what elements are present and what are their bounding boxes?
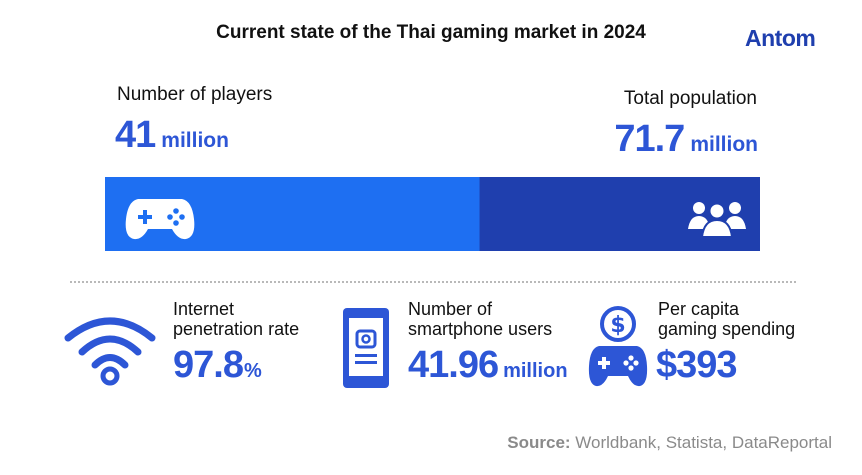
gamepad-icon (125, 199, 195, 240)
people-group-icon (688, 202, 746, 238)
brand-logo: Antom (745, 25, 816, 51)
section-divider (70, 281, 796, 283)
smartphone-label-line1: Number of (408, 299, 493, 319)
internet-number: 97.8 (173, 344, 244, 386)
smartphone-number: 41.96 (408, 344, 499, 386)
population-unit: million (690, 133, 758, 156)
smartphone-label-line2: smartphone users (408, 319, 553, 339)
population-number: 71.7 (614, 118, 685, 160)
players-value: 41 million (115, 114, 229, 157)
spending-number: $393 (656, 344, 738, 386)
internet-label-line2: penetration rate (173, 319, 300, 339)
spending-label-line2: gaming spending (658, 319, 796, 339)
smartphone-unit: million (503, 360, 568, 382)
population-label: Total population (623, 88, 757, 109)
internet-value: 97.8% (173, 344, 262, 387)
source-label: Source: (507, 433, 571, 452)
smartphone-icon (343, 308, 389, 388)
spending-label: Per capita gaming spending (658, 299, 795, 339)
smartphone-label: Number of smartphone users (408, 299, 552, 339)
population-value: 71.7 million (0, 118, 758, 161)
smartphone-value: 41.96 million (408, 344, 568, 387)
source-note: Source: Worldbank, Statista, DataReporta… (0, 433, 832, 453)
spending-value: $393 (656, 344, 738, 387)
wifi-icon (64, 317, 156, 386)
svg-text:$: $ (610, 313, 625, 338)
internet-label: Internet penetration rate (173, 299, 299, 339)
internet-label-line1: Internet (173, 299, 235, 319)
source-text: Worldbank, Statista, DataReportal (575, 433, 832, 452)
spending-label-line1: Per capita (658, 299, 740, 319)
players-number: 41 (115, 114, 156, 156)
bar-chart-svg (105, 177, 760, 251)
internet-unit: % (243, 360, 262, 382)
players-label: Number of players (117, 84, 273, 105)
chart-title: Current state of the Thai gaming market … (216, 22, 646, 43)
players-unit: million (161, 129, 229, 152)
dollar-gamepad-icon: $ (588, 306, 648, 387)
players-vs-population-bar (105, 177, 760, 251)
